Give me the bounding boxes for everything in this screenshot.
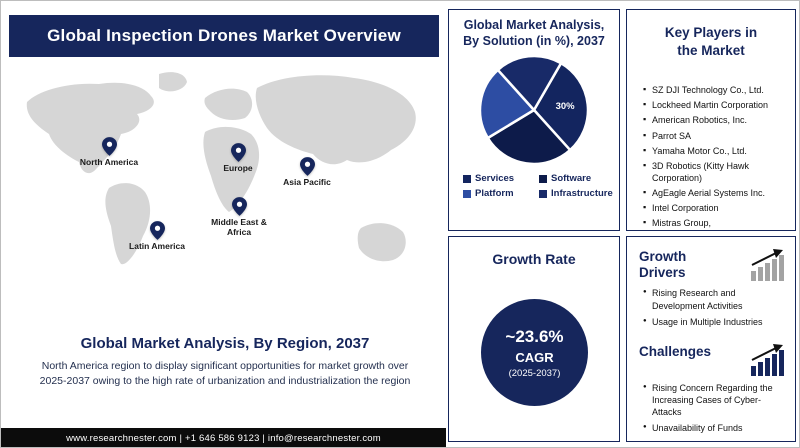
pin-label: North America bbox=[79, 157, 139, 167]
pin-label: Middle East & Africa bbox=[211, 217, 267, 237]
pin-label: Asia Pacific bbox=[283, 177, 331, 187]
continent-europe bbox=[204, 88, 253, 120]
cagr-period: (2025-2037) bbox=[508, 367, 561, 379]
list-item: AgEagle Aerial Systems Inc. bbox=[643, 186, 789, 199]
cagr-value: ~23.6% bbox=[505, 326, 564, 346]
continent-australia bbox=[357, 223, 406, 262]
region-caption: Global Market Analysis, By Region, 2037 bbox=[80, 335, 370, 352]
continent-greenland bbox=[159, 72, 187, 92]
challenges-block: Challenges Rising Concern Regarding the … bbox=[627, 332, 795, 435]
challenges-list: Rising Concern Regarding the Increasing … bbox=[639, 376, 785, 435]
footer-bar: www.researchnester.com | +1 646 586 9123… bbox=[1, 428, 446, 447]
map-pin-middle-east-africa: Middle East & Africa bbox=[204, 197, 274, 238]
challenges-title: Challenges bbox=[639, 343, 712, 359]
continent-asia bbox=[255, 75, 416, 165]
solution-pie: 30% bbox=[478, 55, 590, 166]
legend-label: Platform bbox=[475, 188, 514, 200]
list-item: Intel Corporation bbox=[643, 201, 789, 214]
world-map bbox=[26, 72, 416, 265]
list-item: Parrot SA bbox=[643, 129, 789, 142]
legend-label: Services bbox=[475, 173, 515, 185]
list-item: 3D Robotics (Kitty Hawk Corporation) bbox=[643, 159, 789, 184]
region-description: North America region to display signific… bbox=[39, 360, 411, 388]
location-pin-icon bbox=[231, 197, 247, 216]
continent-south-america bbox=[105, 183, 151, 265]
solution-chart-title: Global Market Analysis, By Solution (in … bbox=[463, 18, 605, 48]
growth-rate-panel: Growth Rate ~23.6% CAGR (2025-2037) bbox=[448, 236, 620, 442]
list-item: SZ DJI Technology Co., Ltd. bbox=[643, 83, 789, 96]
list-item: Rising Concern Regarding the Increasing … bbox=[643, 382, 785, 418]
map-pin-latin-america: Latin America bbox=[122, 221, 192, 252]
legend-swatch bbox=[539, 189, 547, 198]
legend-swatch bbox=[463, 174, 471, 183]
list-item: Lockheed Martin Corporation bbox=[643, 98, 789, 111]
location-pin-icon bbox=[230, 143, 246, 162]
cagr-circle: ~23.6% CAGR (2025-2037) bbox=[481, 299, 588, 406]
key-players-panel: Key Players in the Market SZ DJI Technol… bbox=[626, 9, 796, 231]
map-pin-asia-pacific: Asia Pacific bbox=[272, 157, 342, 188]
legend-swatch bbox=[463, 189, 471, 198]
pie-legend: Services Software Platform Infrastructur… bbox=[449, 168, 619, 199]
growth-drivers-title: Growth Drivers bbox=[639, 249, 687, 281]
footer-contact-text: www.researchnester.com | +1 646 586 9123… bbox=[66, 433, 381, 444]
list-item: Mistras Group, bbox=[643, 216, 789, 229]
legend-item-platform: Platform bbox=[463, 188, 537, 199]
growth-drivers-list: Rising Research and Development Activiti… bbox=[639, 281, 785, 327]
list-item: Yamaha Motor Co., Ltd. bbox=[643, 144, 789, 157]
location-pin-icon bbox=[149, 221, 165, 240]
page-title: Global Inspection Drones Market Overview bbox=[47, 26, 401, 45]
pin-label: Latin America bbox=[129, 241, 185, 251]
legend-swatch bbox=[539, 174, 547, 183]
svg-text:30%: 30% bbox=[556, 101, 576, 112]
key-players-list: SZ DJI Technology Co., Ltd. Lockheed Mar… bbox=[627, 59, 795, 229]
continent-north-america bbox=[26, 82, 154, 174]
growth-bars-icon bbox=[751, 249, 784, 281]
challenges-bars-icon bbox=[751, 343, 784, 376]
list-item: American Robotics, Inc. bbox=[643, 113, 789, 126]
map-pin-europe: Europe bbox=[203, 143, 273, 174]
growth-drivers-block: Growth Drivers Rising Research and Devel… bbox=[627, 237, 795, 328]
list-item: Rising Research and Development Activiti… bbox=[643, 287, 785, 311]
pie-chart-wrap: 30% bbox=[449, 52, 619, 168]
list-item: Unavailability of Funds bbox=[643, 422, 785, 434]
list-item: Usage in Multiple Industries bbox=[643, 316, 785, 328]
legend-item-infrastructure: Infrastructure bbox=[539, 188, 613, 199]
legend-label: Software bbox=[551, 173, 592, 185]
cagr-label: CAGR bbox=[515, 349, 554, 365]
pin-label: Europe bbox=[223, 163, 253, 173]
solution-chart-panel: Global Market Analysis, By Solution (in … bbox=[448, 9, 620, 231]
map-pin-north-america: North America bbox=[74, 137, 144, 168]
world-map-area: North America Europe Asia Pacific Latin … bbox=[9, 59, 441, 331]
drivers-challenges-panel: Growth Drivers Rising Research and Devel… bbox=[626, 236, 796, 442]
key-players-title: Key Players in the Market bbox=[664, 25, 758, 58]
location-pin-icon bbox=[299, 157, 315, 176]
legend-item-services: Services bbox=[463, 173, 537, 184]
legend-label: Infrastructure bbox=[551, 188, 613, 200]
legend-item-software: Software bbox=[539, 173, 613, 184]
location-pin-icon bbox=[101, 137, 117, 156]
growth-rate-title: Growth Rate bbox=[492, 251, 576, 267]
header-banner: Global Inspection Drones Market Overview bbox=[9, 15, 439, 57]
